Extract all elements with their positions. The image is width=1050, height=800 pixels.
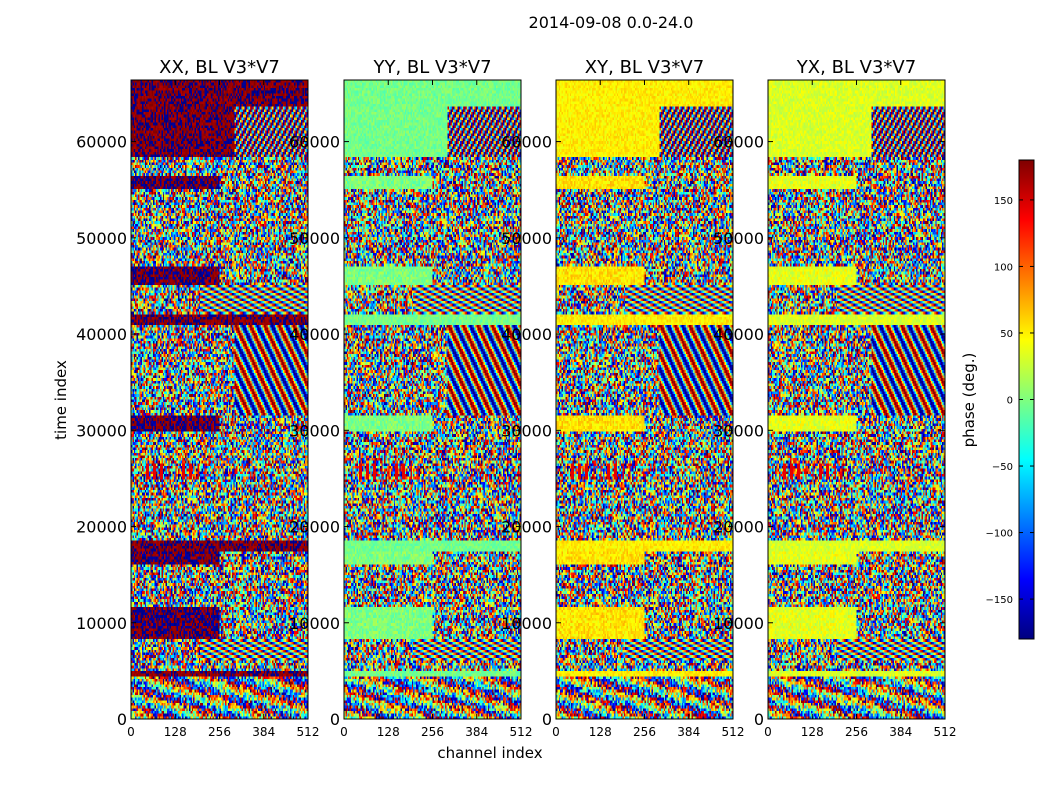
y-tick-label: 0 xyxy=(754,710,764,729)
y-tick-label: 20000 xyxy=(501,518,552,537)
x-tick-label: 128 xyxy=(377,725,400,739)
colorbar-tick-label: −150 xyxy=(986,595,1013,606)
y-tick-label: 30000 xyxy=(76,421,127,440)
y-tick-label: 40000 xyxy=(713,325,764,344)
colorbar-tick-label: 100 xyxy=(994,262,1013,273)
colorbar-tick-label: 150 xyxy=(994,196,1013,207)
x-tick-label: 0 xyxy=(127,725,135,739)
y-tick-label: 0 xyxy=(330,710,340,729)
y-tick-label: 0 xyxy=(117,710,127,729)
x-tick-label: 256 xyxy=(845,725,868,739)
y-tick-label: 30000 xyxy=(713,421,764,440)
x-tick-label: 384 xyxy=(252,725,275,739)
x-tick-label: 512 xyxy=(297,725,320,739)
x-tick-label: 128 xyxy=(164,725,187,739)
y-tick-label: 20000 xyxy=(289,518,340,537)
panel-xx: XX, BL V3*V7 0 10000 20000 30000 40000 50000 60… xyxy=(76,57,319,739)
colorbar-tick-label: −100 xyxy=(986,529,1013,540)
x-tick-label: 512 xyxy=(722,725,745,739)
x-tick-label: 0 xyxy=(340,725,348,739)
heatmap-image-xx xyxy=(131,80,308,719)
y-tick-label: 10000 xyxy=(713,614,764,633)
y-tick-label: 10000 xyxy=(76,614,127,633)
y-tick-label: 0 xyxy=(542,710,552,729)
y-tick-label: 50000 xyxy=(501,229,552,248)
y-tick-label: 40000 xyxy=(289,325,340,344)
y-axis-label: time index xyxy=(52,360,70,440)
y-tick-label: 40000 xyxy=(76,325,127,344)
colorbar-tick-label: −50 xyxy=(992,462,1013,473)
colorbar-tick-label: 0 xyxy=(1007,396,1013,407)
panel-title-xy: XY, BL V3*V7 xyxy=(585,57,704,78)
heatmap-image-xy xyxy=(556,80,733,719)
x-tick-label: 256 xyxy=(208,725,231,739)
y-tick-label: 20000 xyxy=(713,518,764,537)
x-tick-label: 512 xyxy=(510,725,533,739)
panel-yx: YX, BL V3*V7 0 10000 20000 30000 40000 50000 60… xyxy=(713,57,956,739)
y-tick-label: 50000 xyxy=(76,229,127,248)
heatmap-image-yx xyxy=(768,80,945,719)
y-tick-label: 10000 xyxy=(289,614,340,633)
x-tick-label: 0 xyxy=(764,725,772,739)
figure-suptitle: 2014-09-08 0.0-24.0 xyxy=(529,13,694,32)
x-tick-label: 512 xyxy=(934,725,957,739)
y-tick-label: 60000 xyxy=(76,133,127,152)
colorbar-tick-label: 50 xyxy=(1000,329,1013,340)
colorbar: −150 −100 −50 0 50 100 150 xyxy=(986,159,1035,640)
y-tick-label: 40000 xyxy=(501,325,552,344)
y-tick-label: 60000 xyxy=(289,133,340,152)
panels-group: XX, BL V3*V7 0 10000 20000 30000 40000 50000 60… xyxy=(76,57,956,739)
panel-title-yy: YY, BL V3*V7 xyxy=(372,57,491,78)
x-tick-label: 384 xyxy=(677,725,700,739)
x-tick-label: 128 xyxy=(589,725,612,739)
panel-title-xx: XX, BL V3*V7 xyxy=(159,57,280,78)
x-tick-label: 256 xyxy=(633,725,656,739)
x-tick-label: 128 xyxy=(801,725,824,739)
x-tick-label: 0 xyxy=(552,725,560,739)
y-tick-label: 20000 xyxy=(76,518,127,537)
y-tick-label: 60000 xyxy=(713,133,764,152)
y-tick-label: 10000 xyxy=(501,614,552,633)
panel-yy: YY, BL V3*V7 0 10000 20000 30000 40000 50000 60… xyxy=(289,57,532,739)
x-tick-label: 384 xyxy=(889,725,912,739)
panel-title-yx: YX, BL V3*V7 xyxy=(796,57,916,78)
y-tick-label: 60000 xyxy=(501,133,552,152)
x-tick-label: 384 xyxy=(465,725,488,739)
y-tick-label: 50000 xyxy=(713,229,764,248)
x-axis-label: channel index xyxy=(437,744,542,762)
y-tick-label: 30000 xyxy=(501,421,552,440)
x-tick-label: 256 xyxy=(421,725,444,739)
colorbar-label: phase (deg.) xyxy=(960,353,978,448)
y-tick-label: 30000 xyxy=(289,421,340,440)
y-tick-label: 50000 xyxy=(289,229,340,248)
heatmap-image-yy xyxy=(344,80,521,719)
panel-xy: XY, BL V3*V7 0 10000 20000 30000 40000 50000 60… xyxy=(501,57,744,739)
